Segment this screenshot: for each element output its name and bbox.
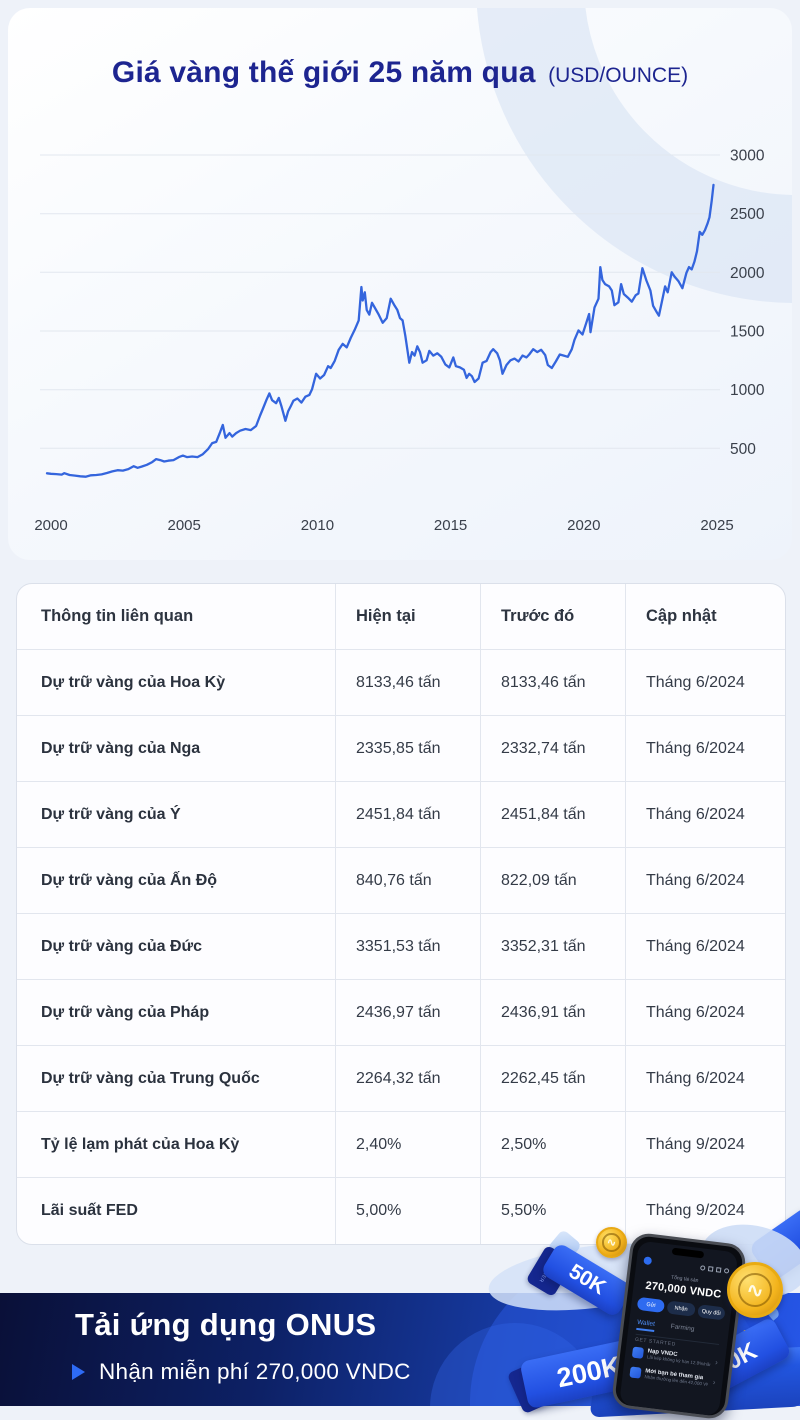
table-row: Dự trữ vàng của Pháp 2436,97 tấn 2436,91 t… — [17, 980, 785, 1046]
banner-subtitle-row: Nhận miễn phí 270,000 VNDC — [72, 1359, 411, 1385]
table-row: Dự trữ vàng của Ý 2451,84 tấn 2451,84 tấn T… — [17, 782, 785, 848]
cell-current: 2264,32 tấn — [336, 1046, 481, 1112]
chart-y-axis-labels: 500 1000 1500 2000 2500 3000 — [730, 148, 765, 458]
cell-updated: Tháng 6/2024 — [626, 914, 785, 980]
cell-updated: Tháng 6/2024 — [626, 782, 785, 848]
table-header-row: Thông tin liên quan Hiện tại Trước đó Cập n… — [17, 584, 785, 650]
svg-text:3000: 3000 — [730, 148, 765, 165]
cell-previous: 2436,91 tấn — [481, 980, 626, 1046]
phone-notch — [671, 1247, 705, 1259]
table-row: Dự trữ vàng của Ấn Độ 840,76 tấn 822,09 tấ… — [17, 848, 785, 914]
svg-text:2005: 2005 — [168, 517, 201, 534]
gold-coin-icon-small: ∿ — [596, 1227, 627, 1258]
bell-icon — [723, 1267, 730, 1274]
chevron-right-icon: › — [714, 1357, 719, 1367]
table-row: Dự trữ vàng của Đức 3351,53 tấn 3352,31 tấ… — [17, 914, 785, 980]
banner-subtitle: Nhận miễn phí 270,000 VNDC — [99, 1359, 411, 1384]
cell-updated: Tháng 6/2024 — [626, 650, 785, 716]
cell-updated: Tháng 6/2024 — [626, 848, 785, 914]
cell-label: Tỷ lệ lạm phát của Hoa Kỳ — [17, 1112, 336, 1178]
svg-text:2010: 2010 — [301, 517, 334, 534]
cell-label: Dự trữ vàng của Ý — [17, 782, 336, 848]
cell-previous: 2,50% — [481, 1112, 626, 1178]
triangle-bullet-icon — [72, 1364, 85, 1380]
cell-updated: Tháng 9/2024 — [646, 1202, 745, 1219]
table-row: Dự trữ vàng của Hoa Kỳ 8133,46 tấn 8133,46… — [17, 650, 785, 716]
list-item-deposit: Nạp VNDC Lãi kép không kỳ hạn 12.8%/năm … — [631, 1346, 719, 1368]
cell-current: 2436,97 tấn — [336, 980, 481, 1046]
cell-label: Dự trữ vàng của Hoa Kỳ — [17, 650, 336, 716]
column-header-1: Hiện tại — [336, 584, 481, 650]
svg-text:2500: 2500 — [730, 206, 765, 223]
cell-label: Dự trữ vàng của Ấn Độ — [17, 848, 336, 914]
cell-label: Dự trữ vàng của Pháp — [17, 980, 336, 1046]
gold-price-line-chart: 500 1000 1500 2000 2500 3000 2000 2005 2010 2015… — [34, 148, 765, 535]
cell-label: Lãi suất FED — [17, 1178, 336, 1244]
cell-label: Dự trữ vàng của Trung Quốc — [17, 1046, 336, 1112]
phone-screen: Tổng tài sản 270,000 VNDC Gửi Nhận Quy đ… — [619, 1240, 739, 1417]
swap-button: Quy đổi — [696, 1304, 726, 1321]
table-row: Tỷ lệ lạm phát của Hoa Kỳ 2,40% 2,50% Tháng… — [17, 1112, 785, 1178]
cell-label: Dự trữ vàng của Nga — [17, 716, 336, 782]
svg-text:2025: 2025 — [700, 517, 733, 534]
onus-app-phone-mockup: Tổng tài sản 270,000 VNDC Gửi Nhận Quy đ… — [610, 1231, 748, 1420]
gift-icon — [715, 1266, 722, 1273]
cell-previous: 2332,74 tấn — [481, 716, 626, 782]
column-header-0: Thông tin liên quan — [17, 584, 336, 650]
page-title-unit: (USD/OUNCE) — [548, 64, 689, 87]
tab-wallet: Wallet — [636, 1318, 656, 1332]
table-row: Dự trữ vàng của Trung Quốc 2264,32 tấn 226… — [17, 1046, 785, 1112]
receive-button: Nhận — [666, 1300, 696, 1317]
cell-previous: 8133,46 tấn — [481, 650, 626, 716]
page-title: Giá vàng thế giới 25 năm qua (USD/OUNCE) — [8, 56, 792, 90]
cell-updated: Tháng 6/2024 — [626, 1046, 785, 1112]
banner-title: Tải ứng dụng ONUS — [75, 1307, 377, 1342]
chevron-right-icon: › — [712, 1377, 716, 1387]
send-button: Gửi — [636, 1296, 666, 1314]
related-info-table: Thông tin liên quan Hiện tại Trước đó Cập n… — [16, 583, 786, 1245]
svg-text:1000: 1000 — [730, 382, 765, 399]
svg-text:2000: 2000 — [34, 517, 67, 534]
gold-coin-icon-large: ∿ — [727, 1262, 783, 1318]
svg-text:500: 500 — [730, 441, 756, 458]
cell-label: Dự trữ vàng của Đức — [17, 914, 336, 980]
cell-current: 2451,84 tấn — [336, 782, 481, 848]
page-title-main: Giá vàng thế giới 25 năm qua — [111, 56, 536, 89]
svg-text:2000: 2000 — [730, 265, 765, 282]
gold-price-series-line — [45, 183, 715, 478]
phone-top-icons — [700, 1264, 730, 1274]
cell-updated: Tháng 6/2024 — [626, 716, 785, 782]
search-icon — [700, 1264, 706, 1271]
svg-text:2020: 2020 — [567, 517, 600, 534]
chart-gridlines — [40, 154, 720, 449]
cell-previous: 5,50% — [481, 1178, 626, 1244]
avatar — [643, 1256, 653, 1266]
cell-current: 840,76 tấn — [336, 848, 481, 914]
cell-updated: Tháng 9/2024 — [626, 1112, 785, 1178]
list-item-invite: Mời bạn bè tham gia Nhận thưởng lên đến … — [629, 1366, 716, 1387]
svg-text:1500: 1500 — [730, 324, 765, 341]
svg-text:2015: 2015 — [434, 517, 467, 534]
column-header-3: Cập nhật — [626, 584, 785, 650]
cell-current: 2,40% — [336, 1112, 481, 1178]
tab-farming: Farming — [670, 1323, 695, 1333]
table-row: Lãi suất FED 5,00% 5,50% Tháng 9/2024 — [17, 1178, 785, 1244]
cell-updated: Tháng 6/2024 — [626, 980, 785, 1046]
cell-current: 3351,53 tấn — [336, 914, 481, 980]
cell-current: 8133,46 tấn — [336, 650, 481, 716]
chart-x-axis-labels: 2000 2005 2010 2015 2020 2025 — [34, 517, 733, 534]
cell-current: 2335,85 tấn — [336, 716, 481, 782]
deposit-icon — [631, 1346, 645, 1359]
cell-previous: 3352,31 tấn — [481, 914, 626, 980]
column-header-2: Trước đó — [481, 584, 626, 650]
cell-previous: 2451,84 tấn — [481, 782, 626, 848]
cell-current: 5,00% — [336, 1178, 481, 1244]
cell-previous: 822,09 tấn — [481, 848, 626, 914]
invite-icon — [629, 1366, 642, 1379]
gold-price-card: Giá vàng thế giới 25 năm qua (USD/OUNCE)… — [8, 8, 792, 560]
table-row: Dự trữ vàng của Nga 2335,85 tấn 2332,74 tấ… — [17, 716, 785, 782]
cell-previous: 2262,45 tấn — [481, 1046, 626, 1112]
scan-icon — [707, 1265, 714, 1272]
